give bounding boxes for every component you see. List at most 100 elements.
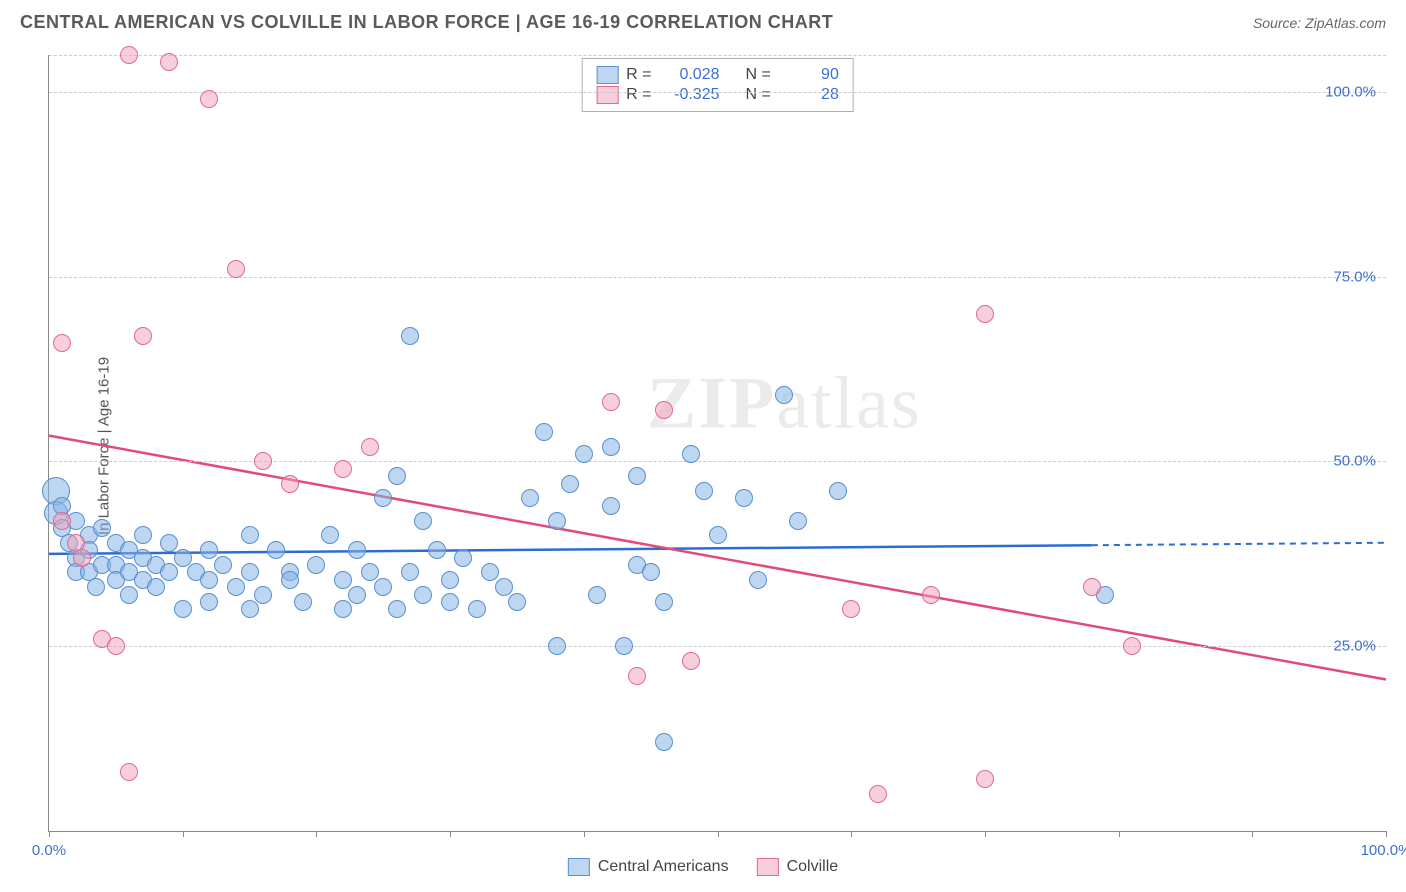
data-point [495,578,513,596]
data-point [628,667,646,685]
data-point [642,563,660,581]
x-tick [985,831,986,837]
data-point [575,445,593,463]
gridline [49,55,1386,56]
data-point [361,438,379,456]
legend-label: Central Americans [598,858,729,876]
data-point [682,445,700,463]
data-point [709,526,727,544]
series-legend: Central Americans Colville [568,858,838,876]
y-tick-label: 25.0% [1333,638,1376,655]
data-point [508,593,526,611]
data-point [73,549,91,567]
data-point [441,593,459,611]
x-tick [1386,831,1387,837]
data-point [602,497,620,515]
data-point [120,46,138,64]
data-point [441,571,459,589]
data-point [976,305,994,323]
series-swatch [596,86,618,104]
data-point [160,534,178,552]
data-point [348,541,366,559]
data-point [775,386,793,404]
data-point [535,423,553,441]
data-point [628,467,646,485]
data-point [428,541,446,559]
data-point [334,600,352,618]
x-tick [316,831,317,837]
legend-swatch [568,858,590,876]
x-tick-label: 0.0% [32,842,66,859]
data-point [200,90,218,108]
x-tick [851,831,852,837]
data-point [294,593,312,611]
data-point [254,452,272,470]
source-attribution: Source: ZipAtlas.com [1253,15,1386,31]
x-tick [1252,831,1253,837]
data-point [602,393,620,411]
data-point [134,327,152,345]
x-tick [49,831,50,837]
chart-title: CENTRAL AMERICAN VS COLVILLE IN LABOR FO… [20,12,833,33]
data-point [388,600,406,618]
stats-legend-box: R = 0.028N = 90R = -0.325N = 28 [581,58,854,112]
r-label: R = [626,66,651,84]
n-label: N = [746,66,771,84]
n-label: N = [746,86,771,104]
regression-lines [49,55,1386,831]
data-point [829,482,847,500]
data-point [53,334,71,352]
data-point [561,475,579,493]
data-point [1123,637,1141,655]
data-point [241,600,259,618]
n-value: 90 [779,66,839,84]
data-point [267,541,285,559]
gridline [49,646,1386,647]
data-point [160,563,178,581]
source-label: Source: [1253,15,1305,31]
data-point [869,785,887,803]
data-point [976,770,994,788]
r-label: R = [626,86,651,104]
n-value: 28 [779,86,839,104]
data-point [548,512,566,530]
data-point [735,489,753,507]
data-point [374,489,392,507]
data-point [200,593,218,611]
data-point [655,733,673,751]
data-point [682,652,700,670]
data-point [174,549,192,567]
data-point [655,401,673,419]
data-point [615,637,633,655]
data-point [334,571,352,589]
data-point [107,637,125,655]
r-value: -0.325 [660,86,720,104]
stats-row: R = -0.325 N = 28 [596,85,839,105]
data-point [214,556,232,574]
x-tick [1119,831,1120,837]
data-point [588,586,606,604]
data-point [454,549,472,567]
data-point [120,763,138,781]
data-point [227,578,245,596]
scatter-chart: ZIPatlas R = 0.028N = 90R = -0.325N = 28… [48,55,1386,832]
legend-item: Central Americans [568,858,729,876]
data-point [602,438,620,456]
watermark: ZIPatlas [647,362,922,447]
data-point [147,578,165,596]
data-point [348,586,366,604]
data-point [200,571,218,589]
data-point [548,637,566,655]
data-point [481,563,499,581]
y-tick-label: 50.0% [1333,453,1376,470]
y-tick-label: 100.0% [1325,83,1376,100]
gridline [49,461,1386,462]
x-tick [584,831,585,837]
source-link[interactable]: ZipAtlas.com [1305,15,1386,31]
data-point [120,586,138,604]
legend-item: Colville [757,858,839,876]
legend-label: Colville [787,858,839,876]
data-point [227,260,245,278]
data-point [842,600,860,618]
data-point [321,526,339,544]
